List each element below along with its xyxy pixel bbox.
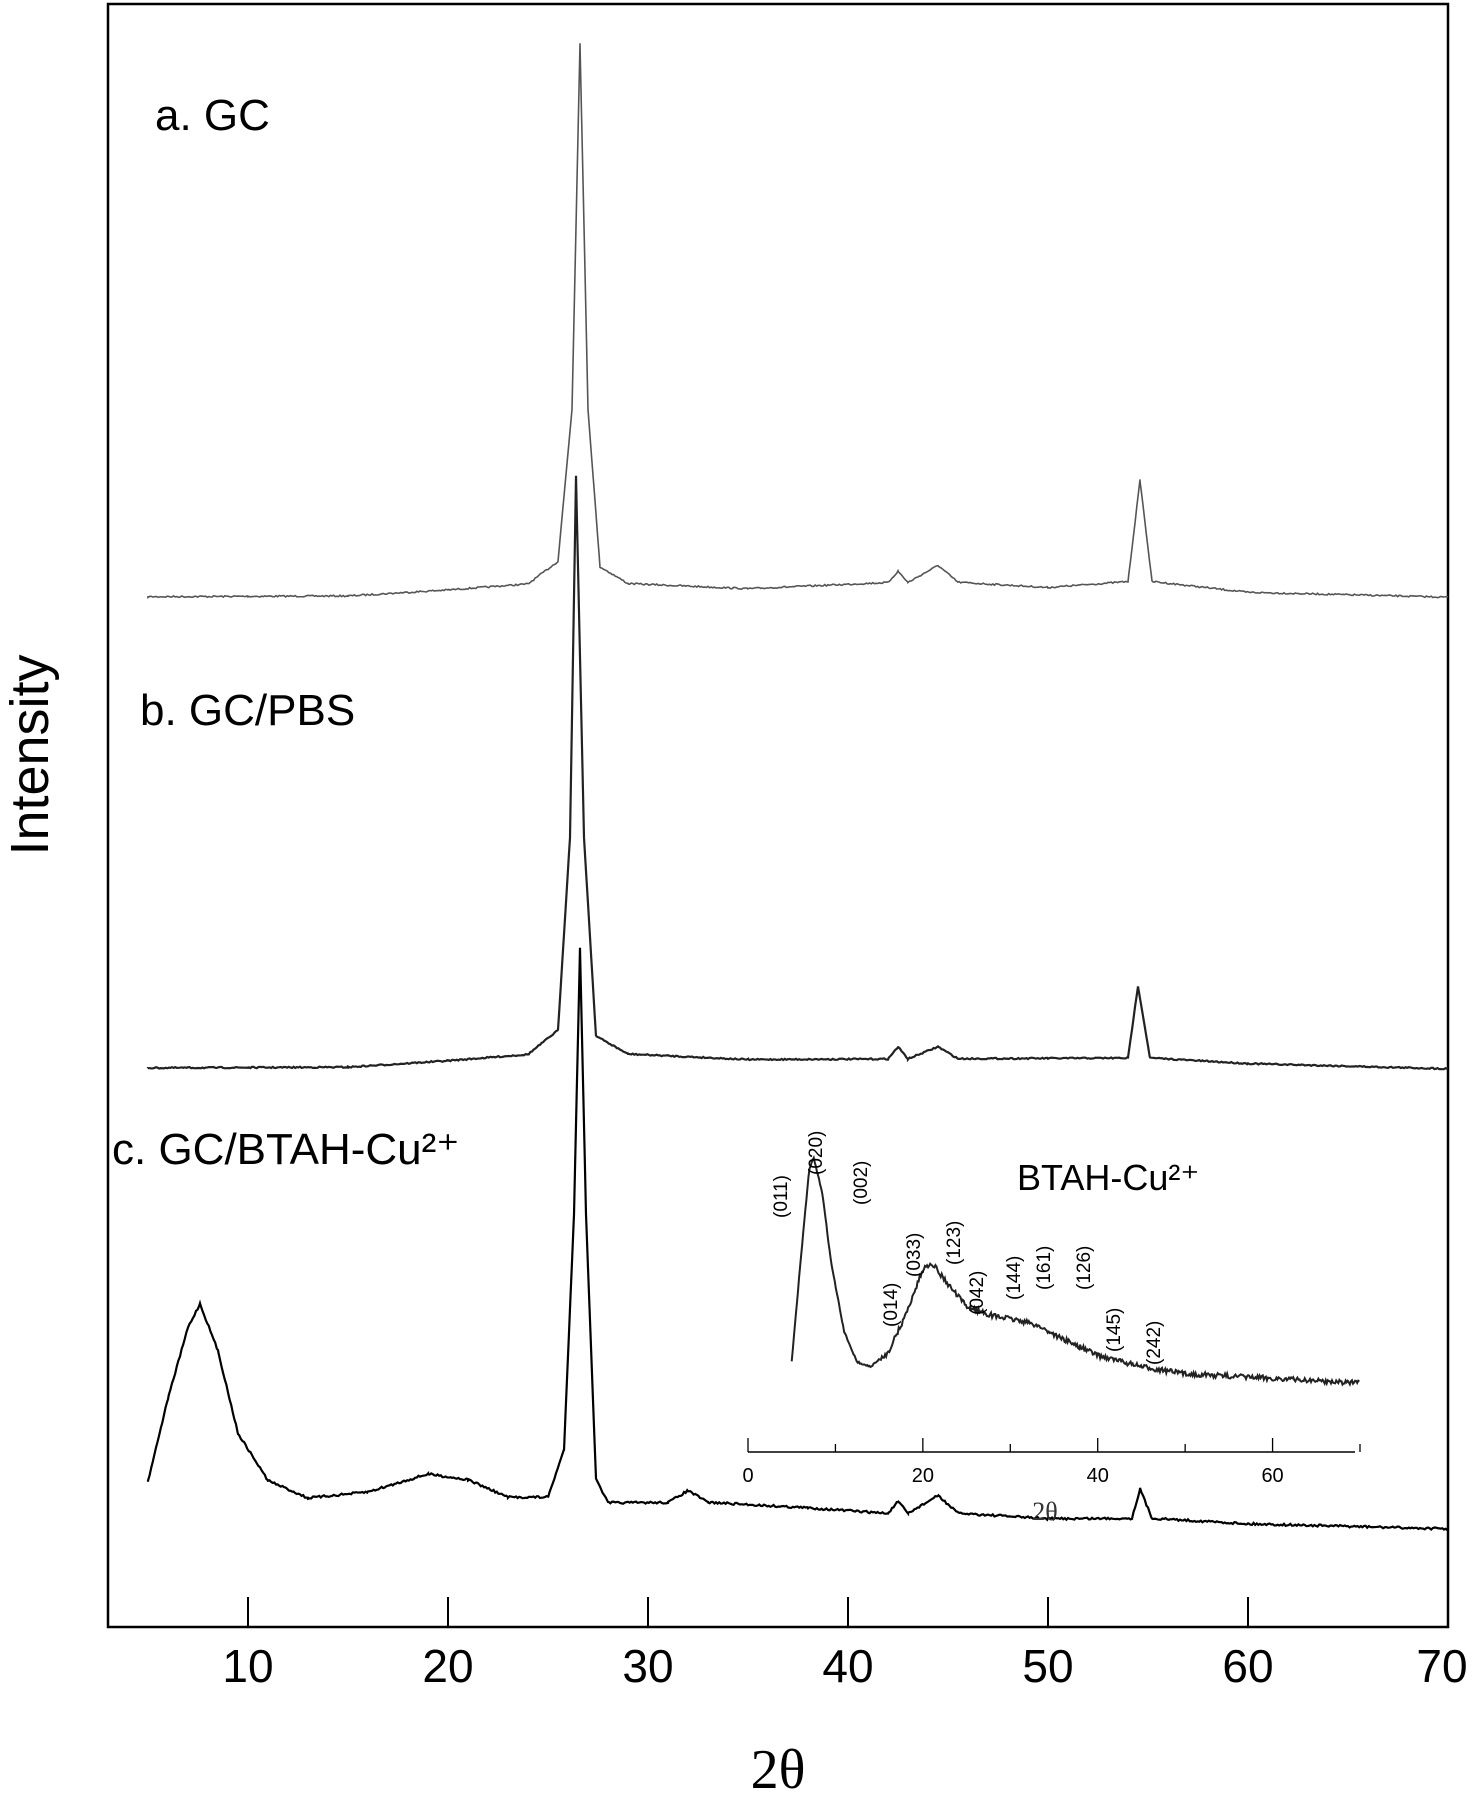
reflection-label: (042): [967, 1271, 988, 1315]
series-line-2: [146, 947, 1449, 1532]
reflection-label: (126): [1074, 1246, 1095, 1290]
inset-x-axis: 0 20 40 60: [742, 1438, 1361, 1487]
reflection-label: (145): [1104, 1308, 1125, 1352]
reflection-label: (123): [944, 1221, 965, 1265]
x-tick-label: 20: [422, 1640, 473, 1692]
x-tick-label: 70: [1416, 1640, 1467, 1692]
inset-tick-label: 20: [912, 1465, 934, 1487]
inset-reflection-labels: (011) (020) (002) (014)(033) (123)(042) (144)…: [771, 1131, 1165, 1365]
series-label-gc-pbs: b. GC/PBS: [140, 686, 355, 735]
inset-curve: [790, 1154, 1360, 1387]
x-tick-label: 10: [222, 1640, 273, 1692]
reflection-label: (161): [1034, 1246, 1055, 1290]
x-tick-label: 30: [622, 1640, 673, 1692]
series-label-gc-btah-cu: c. GC/BTAH-Cu²⁺: [112, 1125, 460, 1174]
inset-tick-label: 40: [1087, 1465, 1109, 1487]
inset-tick-label: 0: [742, 1465, 753, 1487]
y-axis-title: Intensity: [0, 654, 60, 855]
reflection-label: (014): [881, 1283, 902, 1327]
inset-plot: 0 20 40 60 BTAH-Cu²⁺ 2θ (011) (020) (002) (014…: [742, 1131, 1361, 1526]
plot-frame: [106, 2, 1450, 1629]
x-tick-label: 50: [1022, 1640, 1073, 1692]
series-line-0: [147, 43, 1449, 599]
series-label-gc: a. GC: [155, 91, 270, 140]
inset-tick-label: 60: [1261, 1465, 1283, 1487]
reflection-label: (144): [1004, 1256, 1025, 1300]
x-tick-label: 40: [822, 1640, 873, 1692]
series-curves: [146, 43, 1449, 1532]
x-axis-title: 2θ: [751, 1739, 806, 1800]
reflection-label: (002): [851, 1161, 872, 1205]
x-tick-label: 60: [1222, 1640, 1273, 1692]
reflection-label: (242): [1144, 1321, 1165, 1365]
reflection-label: (011): [771, 1175, 792, 1218]
series-line-1: [146, 475, 1449, 1071]
reflection-label: (020): [806, 1131, 827, 1175]
x-axis: 10 20 30 40 50 60 70: [222, 1597, 1468, 1692]
inset-x-axis-title: 2θ: [1032, 1497, 1057, 1526]
inset-title: BTAH-Cu²⁺: [1017, 1157, 1199, 1198]
reflection-label: (033): [904, 1233, 925, 1277]
